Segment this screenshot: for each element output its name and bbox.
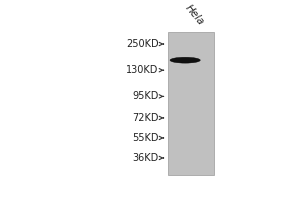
Text: 130KD: 130KD (126, 65, 158, 75)
Text: 250KD: 250KD (126, 39, 158, 49)
Text: 72KD: 72KD (132, 113, 158, 123)
Text: Hela: Hela (183, 3, 206, 27)
Text: 36KD: 36KD (132, 153, 158, 163)
Text: 95KD: 95KD (132, 91, 158, 101)
Ellipse shape (170, 57, 200, 63)
Bar (168, 32, 214, 175)
Text: 55KD: 55KD (132, 133, 158, 143)
